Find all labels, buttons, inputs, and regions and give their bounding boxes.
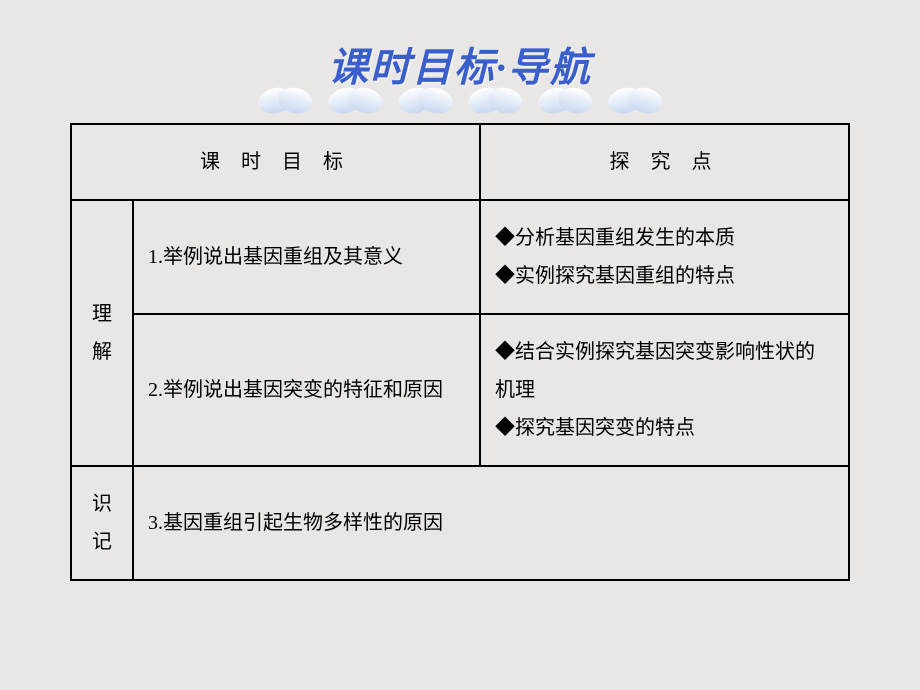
goal-cell-3: 3.基因重组引起生物多样性的原因 bbox=[133, 466, 849, 580]
title-section: 课时目标·导航 bbox=[0, 0, 920, 113]
goal-cell-2: 2.举例说出基因突变的特征和原因 bbox=[133, 314, 480, 466]
table-row: 2.举例说出基因突变的特征和原因 ◆结合实例探究基因突变影响性状的机理◆探究基因… bbox=[71, 314, 849, 466]
table-row: 理解 1.举例说出基因重组及其意义 ◆分析基因重组发生的本质◆实例探究基因重组的… bbox=[71, 200, 849, 314]
points-cell-2: ◆结合实例探究基因突变影响性状的机理◆探究基因突变的特点 bbox=[480, 314, 849, 466]
objectives-table: 课 时 目 标 探 究 点 理解 1.举例说出基因重组及其意义 ◆分析基因重组发… bbox=[70, 123, 850, 581]
points-cell-1: ◆分析基因重组发生的本质◆实例探究基因重组的特点 bbox=[480, 200, 849, 314]
table-row: 识记 3.基因重组引起生物多样性的原因 bbox=[71, 466, 849, 580]
header-points: 探 究 点 bbox=[480, 124, 849, 200]
header-goals: 课 时 目 标 bbox=[71, 124, 480, 200]
row-label-memorize: 识记 bbox=[71, 466, 133, 580]
table-header-row: 课 时 目 标 探 究 点 bbox=[71, 124, 849, 200]
row-label-understand: 理解 bbox=[71, 200, 133, 466]
page-title: 课时目标·导航 bbox=[0, 35, 920, 93]
goal-cell-1: 1.举例说出基因重组及其意义 bbox=[133, 200, 480, 314]
